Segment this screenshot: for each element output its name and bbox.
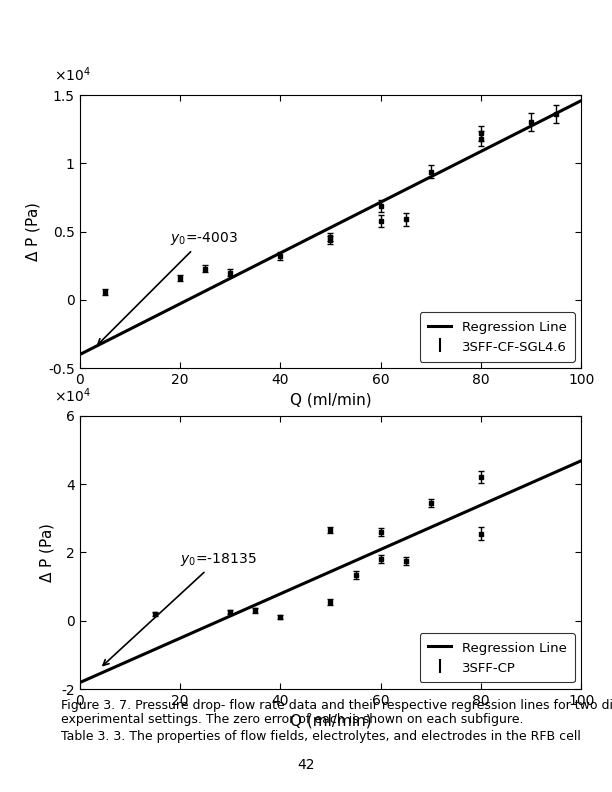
- X-axis label: Q (ml/min): Q (ml/min): [289, 714, 371, 729]
- Text: $\times10^4$: $\times10^4$: [54, 386, 91, 405]
- Text: Figure 3. 7. Pressure drop- flow rate data and their respective regression lines: Figure 3. 7. Pressure drop- flow rate da…: [61, 699, 612, 711]
- Y-axis label: $\Delta$ P (Pa): $\Delta$ P (Pa): [24, 201, 42, 262]
- Text: Table 3. 3. The properties of flow fields, electrolytes, and electrodes in the R: Table 3. 3. The properties of flow field…: [61, 730, 581, 743]
- Legend: Regression Line, 3SFF-CP: Regression Line, 3SFF-CP: [420, 633, 575, 683]
- Text: $y_0$=-4003: $y_0$=-4003: [98, 230, 238, 345]
- Text: $y_0$=-18135: $y_0$=-18135: [103, 550, 256, 665]
- Y-axis label: $\Delta$ P (Pa): $\Delta$ P (Pa): [37, 522, 56, 583]
- Legend: Regression Line, 3SFF-CF-SGL4.6: Regression Line, 3SFF-CF-SGL4.6: [420, 312, 575, 362]
- Text: $\times10^4$: $\times10^4$: [54, 66, 91, 84]
- X-axis label: Q (ml/min): Q (ml/min): [289, 393, 371, 408]
- Text: experimental settings. The zero error of each is shown on each subfigure.: experimental settings. The zero error of…: [61, 713, 524, 725]
- Text: 42: 42: [297, 758, 315, 772]
